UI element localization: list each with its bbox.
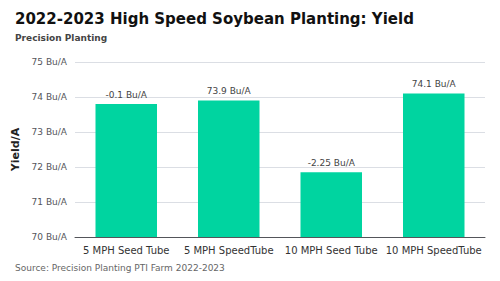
svg-text:Precision Planting: Precision Planting	[15, 33, 107, 43]
svg-text:70 Bu/A: 70 Bu/A	[32, 232, 68, 242]
svg-text:73.9 Bu/A: 73.9 Bu/A	[207, 86, 252, 96]
svg-text:-2.25 Bu/A: -2.25 Bu/A	[308, 158, 356, 168]
svg-text:5 MPH SpeedTube: 5 MPH SpeedTube	[184, 245, 274, 256]
svg-text:10 MPH SpeedTube: 10 MPH SpeedTube	[386, 245, 482, 256]
svg-text:10 MPH Seed Tube: 10 MPH Seed Tube	[285, 245, 378, 256]
svg-text:2022-2023 High Speed Soybean P: 2022-2023 High Speed Soybean Planting: Y…	[15, 10, 414, 28]
svg-text:Yield/A: Yield/A	[9, 127, 22, 172]
svg-text:75 Bu/A: 75 Bu/A	[32, 57, 68, 67]
svg-text:74.1 Bu/A: 74.1 Bu/A	[412, 79, 457, 89]
svg-text:5 MPH Seed Tube: 5 MPH Seed Tube	[83, 245, 170, 256]
svg-text:Source: Precision Planting PTI: Source: Precision Planting PTI Farm 2022…	[15, 263, 225, 273]
svg-text:74 Bu/A: 74 Bu/A	[32, 92, 68, 102]
svg-text:71 Bu/A: 71 Bu/A	[32, 197, 68, 207]
svg-text:73 Bu/A: 73 Bu/A	[32, 127, 68, 137]
svg-text:-0.1 Bu/A: -0.1 Bu/A	[106, 90, 148, 100]
svg-text:72 Bu/A: 72 Bu/A	[32, 162, 68, 172]
